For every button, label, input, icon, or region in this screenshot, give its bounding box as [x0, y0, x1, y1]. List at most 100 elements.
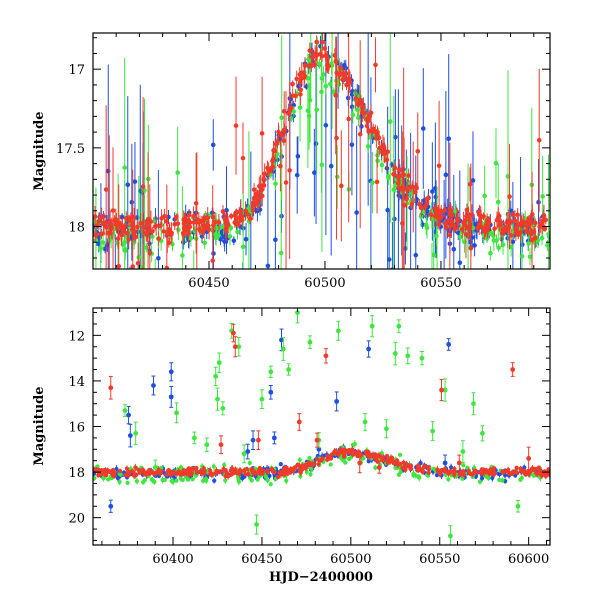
data-point — [262, 171, 267, 176]
data-point — [536, 199, 541, 205]
x-tick-label: 60500 — [330, 552, 371, 567]
data-point — [409, 466, 414, 472]
data-point — [172, 221, 178, 227]
data-point — [411, 471, 416, 476]
data-point — [481, 467, 486, 472]
data-point — [126, 473, 131, 478]
data-point — [334, 174, 340, 180]
data-point — [161, 229, 167, 234]
data-point — [420, 126, 426, 131]
data-point — [426, 465, 431, 470]
y-tick-label: 17.5 — [56, 142, 85, 157]
data-point — [421, 209, 426, 215]
data-point — [237, 215, 242, 220]
data-point — [543, 473, 548, 479]
data-point — [153, 273, 158, 278]
data-point — [367, 454, 372, 459]
data-point — [194, 465, 199, 471]
data-point — [546, 467, 550, 472]
data-point — [371, 126, 376, 132]
data-point — [152, 224, 158, 229]
data-point-outlier — [268, 369, 274, 375]
data-point-outlier — [335, 328, 341, 334]
data-point — [384, 458, 390, 463]
data-point — [122, 165, 128, 170]
data-point — [312, 62, 317, 67]
data-point — [297, 105, 303, 110]
data-point — [507, 194, 512, 199]
data-point — [350, 447, 355, 452]
data-point — [478, 215, 484, 220]
data-point — [305, 108, 311, 114]
data-point-outlier — [127, 433, 133, 439]
data-point — [313, 141, 319, 146]
data-point — [307, 98, 313, 103]
data-point — [265, 468, 270, 473]
data-point — [257, 471, 262, 476]
data-point — [238, 469, 244, 474]
data-point — [519, 253, 525, 259]
data-point — [481, 470, 486, 475]
data-point — [419, 205, 424, 211]
data-point — [360, 104, 366, 109]
data-point — [281, 108, 287, 114]
data-point — [459, 227, 465, 232]
data-point — [149, 470, 154, 475]
data-point-outlier — [191, 435, 197, 441]
data-point-outlier — [334, 399, 340, 404]
data-point — [205, 215, 211, 221]
data-point — [295, 154, 301, 159]
data-point — [185, 228, 191, 234]
data-point — [538, 468, 543, 474]
data-point — [387, 119, 393, 124]
data-point — [283, 180, 289, 185]
data-point — [309, 466, 314, 471]
data-point — [279, 133, 284, 138]
data-point — [210, 142, 216, 148]
data-point — [314, 107, 319, 113]
data-point — [281, 138, 287, 143]
data-point — [302, 63, 308, 68]
data-point-outlier — [307, 339, 313, 345]
data-point — [436, 222, 442, 227]
data-point — [487, 470, 492, 475]
data-point — [470, 178, 476, 183]
data-point — [298, 92, 303, 97]
data-point — [193, 200, 199, 206]
data-point-outlier — [369, 323, 375, 329]
data-point — [488, 250, 493, 256]
data-point — [537, 224, 542, 229]
data-point — [497, 471, 502, 477]
data-point — [364, 123, 370, 129]
data-point — [332, 53, 338, 58]
bottom-y-axis-label: Magnitude — [32, 386, 47, 465]
data-point — [265, 263, 271, 269]
data-point — [499, 231, 505, 236]
data-point — [162, 477, 167, 483]
data-point — [98, 472, 103, 477]
data-point-outlier — [236, 344, 242, 350]
data-point — [260, 471, 265, 476]
data-point — [528, 231, 533, 236]
data-point — [521, 469, 526, 475]
data-point — [498, 220, 504, 225]
data-point — [242, 468, 247, 473]
data-point — [310, 462, 316, 467]
data-point — [149, 477, 154, 482]
data-point — [222, 216, 228, 222]
data-point — [415, 463, 421, 468]
data-point — [474, 469, 480, 475]
data-point — [211, 251, 216, 256]
data-point — [363, 449, 368, 454]
y-tick-label: 16 — [68, 421, 85, 436]
data-point — [437, 472, 443, 477]
data-point — [297, 468, 302, 473]
data-point — [103, 220, 109, 226]
data-point — [353, 96, 359, 101]
data-point-outlier — [280, 346, 286, 352]
data-point — [495, 215, 501, 220]
data-point — [540, 218, 546, 224]
top-plot-frame — [92, 32, 551, 270]
data-point — [349, 142, 355, 148]
data-point — [373, 455, 379, 460]
